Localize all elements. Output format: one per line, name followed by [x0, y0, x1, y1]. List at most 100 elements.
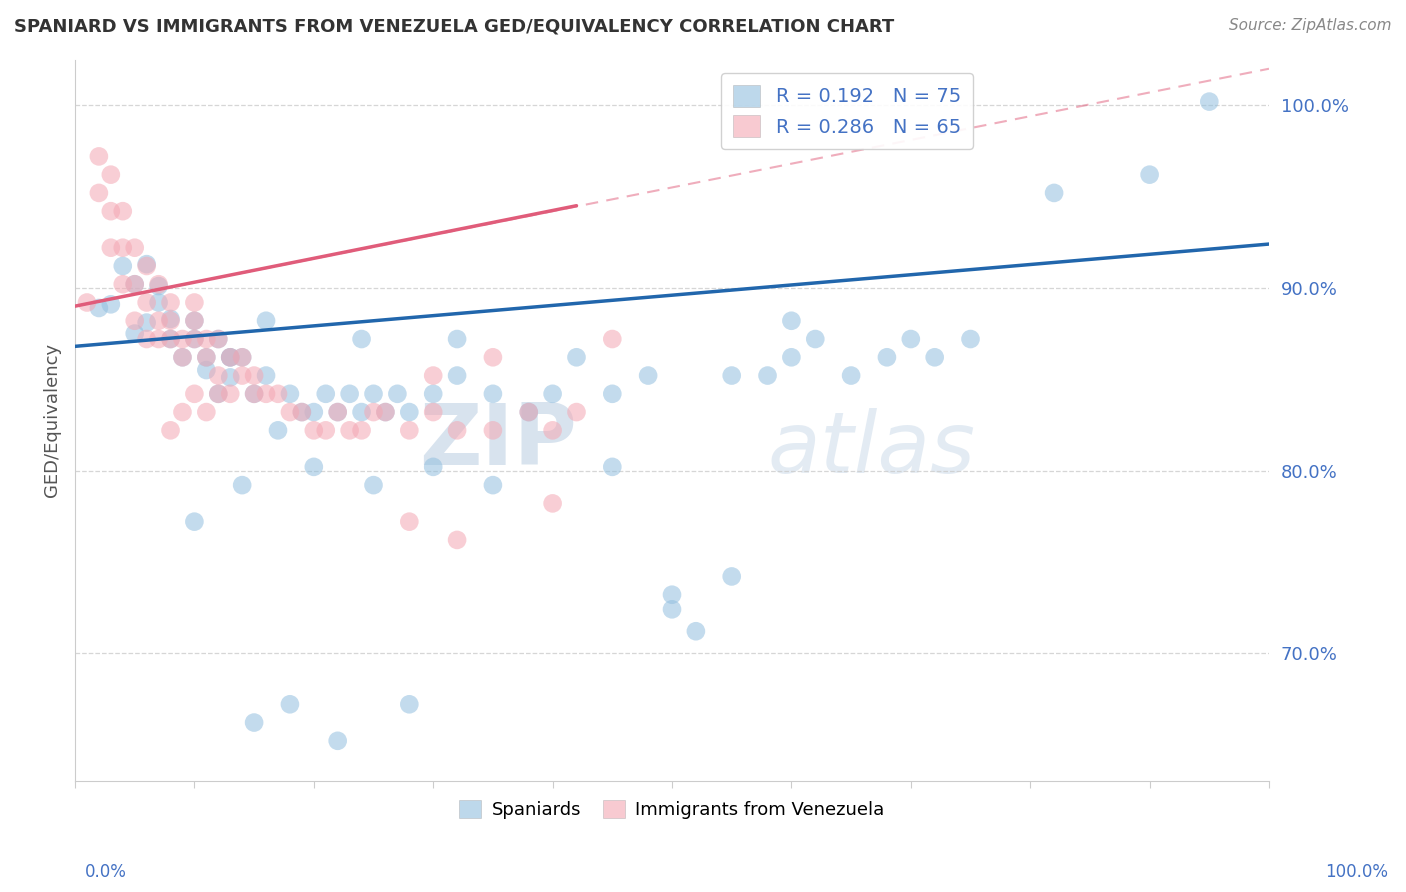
Point [124, 277, 146, 292]
Point [350, 405, 373, 419]
Point [600, 386, 623, 401]
Point [87, 186, 110, 200]
Point [374, 405, 396, 419]
Legend: Spaniards, Immigrants from Venezuela: Spaniards, Immigrants from Venezuela [453, 792, 891, 826]
Point [446, 332, 468, 346]
Point [326, 405, 349, 419]
Point [446, 368, 468, 383]
Point [482, 351, 505, 365]
Point [87, 149, 110, 163]
Point [159, 332, 181, 346]
Point [398, 515, 420, 529]
Point [780, 351, 803, 365]
Point [374, 405, 396, 419]
Point [100, 168, 122, 182]
Point [315, 386, 337, 401]
Point [195, 363, 218, 377]
Point [517, 405, 540, 419]
Text: SPANIARD VS IMMIGRANTS FROM VENEZUELA GED/EQUIVALENCY CORRELATION CHART: SPANIARD VS IMMIGRANTS FROM VENEZUELA GE… [14, 18, 894, 36]
Point [111, 241, 134, 255]
Point [350, 332, 373, 346]
Point [541, 496, 564, 510]
Point [195, 405, 218, 419]
Point [148, 332, 170, 346]
Point [172, 332, 194, 346]
Point [278, 386, 301, 401]
Point [661, 602, 683, 616]
Point [278, 698, 301, 712]
Point [924, 351, 946, 365]
Point [254, 368, 277, 383]
Point [278, 405, 301, 419]
Point [243, 715, 266, 730]
Point [302, 459, 325, 474]
Point [207, 368, 229, 383]
Point [339, 423, 361, 437]
Point [839, 368, 862, 383]
Point [207, 386, 229, 401]
Point [207, 332, 229, 346]
Point [231, 368, 253, 383]
Point [135, 257, 157, 271]
Point [267, 423, 290, 437]
Text: 0.0%: 0.0% [84, 863, 127, 881]
Point [148, 314, 170, 328]
Text: atlas: atlas [768, 408, 976, 491]
Point [124, 241, 146, 255]
Point [243, 368, 266, 383]
Point [195, 351, 218, 365]
Point [207, 332, 229, 346]
Point [446, 423, 468, 437]
Point [254, 314, 277, 328]
Point [302, 423, 325, 437]
Point [195, 351, 218, 365]
Point [339, 386, 361, 401]
Point [254, 386, 277, 401]
Point [159, 423, 181, 437]
Point [326, 734, 349, 748]
Point [482, 478, 505, 492]
Point [398, 405, 420, 419]
Point [541, 423, 564, 437]
Point [600, 332, 623, 346]
Point [398, 423, 420, 437]
Point [243, 386, 266, 401]
Point [183, 386, 205, 401]
Point [148, 277, 170, 292]
Point [291, 405, 314, 419]
Point [135, 295, 157, 310]
Point [100, 241, 122, 255]
Point [720, 569, 742, 583]
Point [637, 368, 659, 383]
Y-axis label: GED/Equivalency: GED/Equivalency [44, 343, 60, 498]
Point [756, 368, 779, 383]
Point [159, 332, 181, 346]
Point [76, 295, 98, 310]
Point [219, 351, 242, 365]
Point [482, 423, 505, 437]
Point [207, 386, 229, 401]
Point [387, 386, 409, 401]
Point [315, 423, 337, 437]
Point [231, 351, 253, 365]
Point [183, 295, 205, 310]
Point [148, 295, 170, 310]
Point [517, 405, 540, 419]
Point [172, 405, 194, 419]
Point [195, 332, 218, 346]
Point [565, 405, 588, 419]
Point [1043, 186, 1066, 200]
Point [422, 386, 444, 401]
Point [124, 326, 146, 341]
Point [267, 386, 290, 401]
Point [159, 295, 181, 310]
Point [876, 351, 898, 365]
Point [111, 259, 134, 273]
Point [363, 478, 385, 492]
Point [172, 351, 194, 365]
Point [231, 478, 253, 492]
Point [398, 698, 420, 712]
Point [111, 277, 134, 292]
Point [780, 314, 803, 328]
Point [219, 351, 242, 365]
